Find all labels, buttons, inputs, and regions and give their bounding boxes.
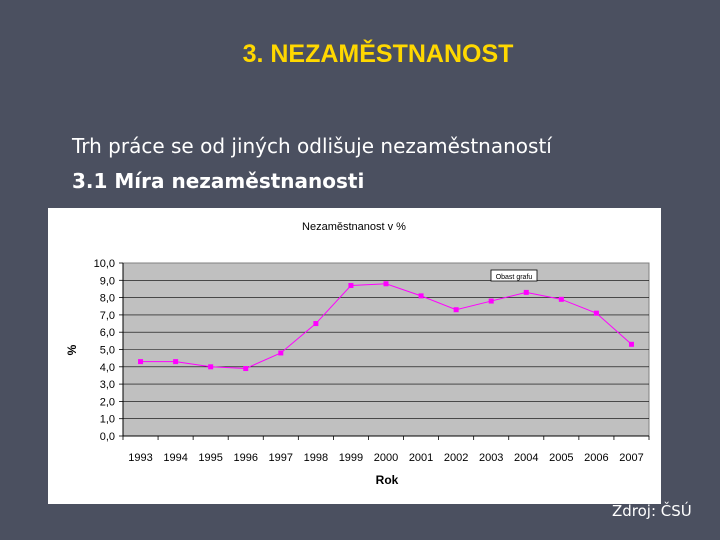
- data-point: [418, 293, 424, 299]
- x-tick-label: 1994: [163, 452, 187, 464]
- y-axis-label: %: [65, 344, 79, 355]
- y-tick-label: 2,0: [100, 396, 115, 408]
- y-tick-label: 8,0: [100, 293, 115, 305]
- data-point: [348, 282, 354, 288]
- x-axis-label: Rok: [376, 473, 399, 487]
- y-tick-label: 7,0: [100, 310, 115, 322]
- data-point: [628, 341, 634, 347]
- data-point: [453, 307, 459, 313]
- chart-title: Nezaměstnanost v %: [302, 221, 406, 233]
- y-tick-label: 9,0: [100, 275, 115, 287]
- data-point: [523, 289, 529, 295]
- x-tick-label: 1998: [304, 452, 328, 464]
- y-tick-label: 3,0: [100, 379, 115, 391]
- y-tick-label: 10,0: [94, 258, 115, 270]
- data-point: [488, 298, 494, 304]
- y-tick-label: 4,0: [100, 362, 115, 374]
- y-tick-label: 6,0: [100, 327, 115, 339]
- x-tick-label: 2006: [584, 452, 608, 464]
- section-heading: 3.1 Míra nezaměstnanosti: [72, 169, 365, 193]
- data-point: [243, 366, 249, 372]
- x-tick-label: 2001: [409, 452, 433, 464]
- x-tick-label: 2003: [479, 452, 503, 464]
- data-point: [558, 296, 564, 302]
- data-point: [208, 364, 214, 370]
- x-tick-label: 1995: [198, 452, 222, 464]
- x-tick-label: 1999: [339, 452, 363, 464]
- data-point: [278, 350, 284, 356]
- x-tick-label: 2007: [619, 452, 643, 464]
- y-tick-label: 5,0: [100, 345, 115, 357]
- unemployment-chart: Nezaměstnanost v % 0,0 1,0 2,0 3,0 4,0 5,0 6,0…: [65, 221, 650, 487]
- intro-text: Trh práce se od jiných odlišuje nezaměst…: [72, 134, 552, 158]
- x-tick-label: 1993: [128, 452, 152, 464]
- data-point: [383, 281, 389, 287]
- data-point: [313, 321, 319, 327]
- x-tick-label: 2000: [374, 452, 398, 464]
- data-point: [138, 359, 144, 365]
- chart-panel: Nezaměstnanost v % 0,0 1,0 2,0 3,0 4,0 5,0 6,0…: [48, 208, 661, 504]
- annotation-box: [490, 269, 538, 282]
- y-tick-label: 1,0: [100, 414, 115, 426]
- x-tick-label: 1997: [269, 452, 293, 464]
- data-point: [593, 310, 599, 316]
- data-point: [173, 359, 179, 365]
- slide-title: 3. NEZAMĚSTNANOST: [242, 40, 514, 68]
- annotation-label: Obast grafu: [496, 274, 533, 281]
- x-tick-label: 1996: [233, 452, 257, 464]
- y-tick-label: 0,0: [100, 431, 115, 443]
- x-tick-label: 2004: [514, 452, 538, 464]
- source-note: Zdroj: ČSÚ: [612, 502, 692, 520]
- x-tick-label: 2002: [444, 452, 468, 464]
- x-tick-label: 2005: [549, 452, 573, 464]
